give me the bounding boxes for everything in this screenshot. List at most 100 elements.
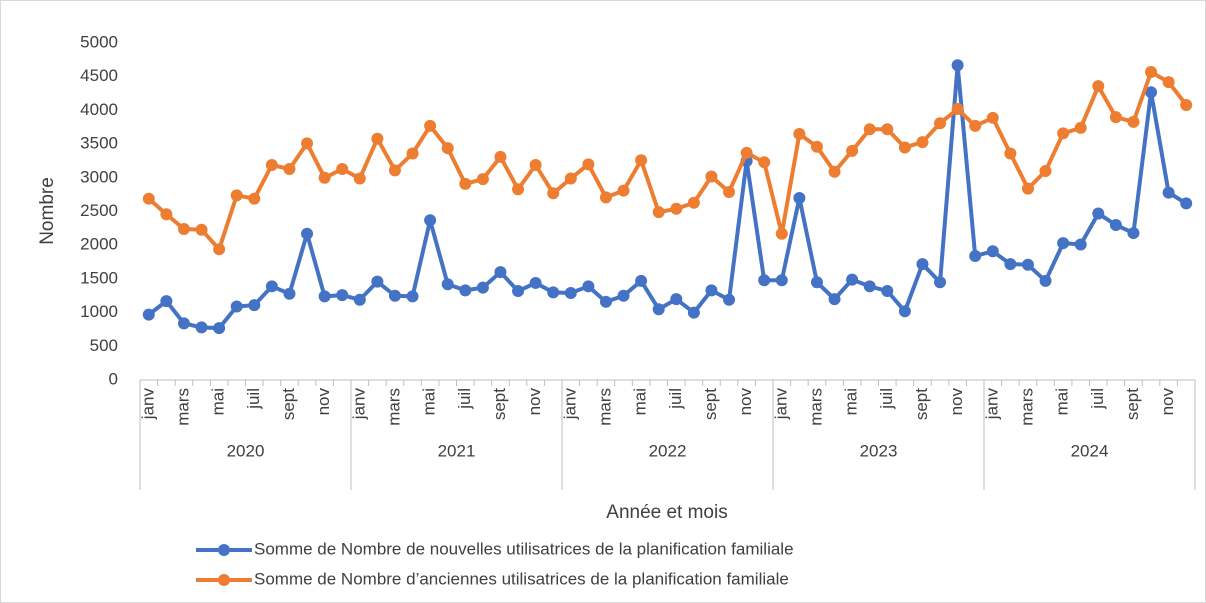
series-marker <box>301 227 314 240</box>
series-marker <box>793 192 806 205</box>
series-marker <box>1145 65 1158 78</box>
series-marker <box>388 289 401 302</box>
series-marker <box>371 132 384 145</box>
series-marker <box>1162 186 1175 199</box>
series-marker <box>213 322 226 335</box>
x-tick-label: mars <box>384 388 403 426</box>
series-marker <box>758 274 771 287</box>
y-tick-label: 1000 <box>80 302 118 321</box>
x-tick-label: janv <box>560 388 579 421</box>
series-marker <box>705 170 718 183</box>
series-marker <box>476 173 489 186</box>
series-marker <box>652 303 665 316</box>
series-marker <box>1057 127 1070 140</box>
x-tick-label: mars <box>595 388 614 426</box>
series-marker <box>424 214 437 227</box>
series-marker <box>846 144 859 157</box>
series-marker <box>863 280 876 293</box>
series-marker <box>564 287 577 300</box>
series-marker <box>301 137 314 150</box>
series-marker <box>160 295 173 308</box>
series-marker <box>599 191 612 204</box>
series-marker <box>1004 258 1017 271</box>
legend-marker <box>218 544 230 556</box>
series-marker <box>1162 76 1175 89</box>
series-marker <box>547 286 560 299</box>
x-tick-label: mai <box>420 388 439 415</box>
x-tick-label: mai <box>209 388 228 415</box>
series-marker <box>916 258 929 271</box>
series-marker <box>353 172 366 185</box>
series-marker <box>863 123 876 136</box>
series-marker <box>336 163 349 176</box>
series-marker <box>1004 147 1017 160</box>
x-tick-label: nov <box>1158 388 1177 416</box>
series-marker <box>1074 238 1087 251</box>
series-marker <box>318 290 331 303</box>
series-marker <box>459 284 472 297</box>
series-marker <box>160 208 173 221</box>
y-tick-label: 4500 <box>80 66 118 85</box>
x-tick-label: mai <box>842 388 861 415</box>
series-marker <box>740 146 753 159</box>
series-marker <box>916 136 929 149</box>
series-marker <box>1109 218 1122 231</box>
y-axis-title: Nombre <box>37 177 58 245</box>
series-marker <box>635 274 648 287</box>
x-tick-label: nov <box>736 388 755 416</box>
series-marker <box>582 158 595 171</box>
series-marker <box>529 276 542 289</box>
series-marker <box>687 306 700 319</box>
series-marker <box>406 147 419 160</box>
x-tick-label: sept <box>1123 388 1142 420</box>
series-marker <box>1092 80 1105 93</box>
series-marker <box>494 150 507 163</box>
x-tick-label: mars <box>173 388 192 426</box>
series-marker <box>775 274 788 287</box>
series-marker <box>1074 121 1087 134</box>
series-marker <box>881 285 894 298</box>
series-marker <box>1109 111 1122 124</box>
series-marker <box>1039 165 1052 178</box>
series-marker <box>705 284 718 297</box>
y-tick-label: 3000 <box>80 167 118 186</box>
series-marker <box>986 245 999 258</box>
series-marker <box>775 227 788 240</box>
series-marker <box>599 295 612 308</box>
x-tick-label: nov <box>947 388 966 416</box>
series-marker <box>828 293 841 306</box>
series-marker <box>248 192 261 205</box>
y-tick-label: 500 <box>90 336 118 355</box>
series-marker <box>810 276 823 289</box>
series-marker <box>512 285 525 298</box>
series-marker <box>142 308 155 321</box>
series-marker <box>424 119 437 132</box>
x-tick-label: nov <box>314 388 333 416</box>
y-tick-label: 1500 <box>80 268 118 287</box>
series-marker <box>881 123 894 136</box>
series-marker <box>828 165 841 178</box>
series-marker <box>617 289 630 302</box>
series-marker <box>336 289 349 302</box>
x-tick-label: janv <box>349 388 368 421</box>
y-tick-label: 2500 <box>80 201 118 220</box>
series-marker <box>635 154 648 167</box>
series-marker <box>1057 237 1070 250</box>
series-marker <box>670 293 683 306</box>
series-marker <box>1021 258 1034 271</box>
x-tick-label: sept <box>912 388 931 420</box>
x-tick-label: janv <box>982 388 1001 421</box>
y-tick-label: 2000 <box>80 235 118 254</box>
series-marker <box>670 202 683 215</box>
series-marker <box>1145 86 1158 99</box>
series-marker <box>406 290 419 303</box>
x-tick-label: juil <box>877 388 896 410</box>
series-marker <box>265 280 278 293</box>
x-tick-label: janv <box>138 388 157 421</box>
y-tick-label: 3500 <box>80 134 118 153</box>
legend-label: Somme de Nombre de nouvelles utilisatric… <box>254 539 794 558</box>
x-tick-label: juil <box>244 388 263 410</box>
series-marker <box>582 280 595 293</box>
series-marker <box>177 317 190 330</box>
